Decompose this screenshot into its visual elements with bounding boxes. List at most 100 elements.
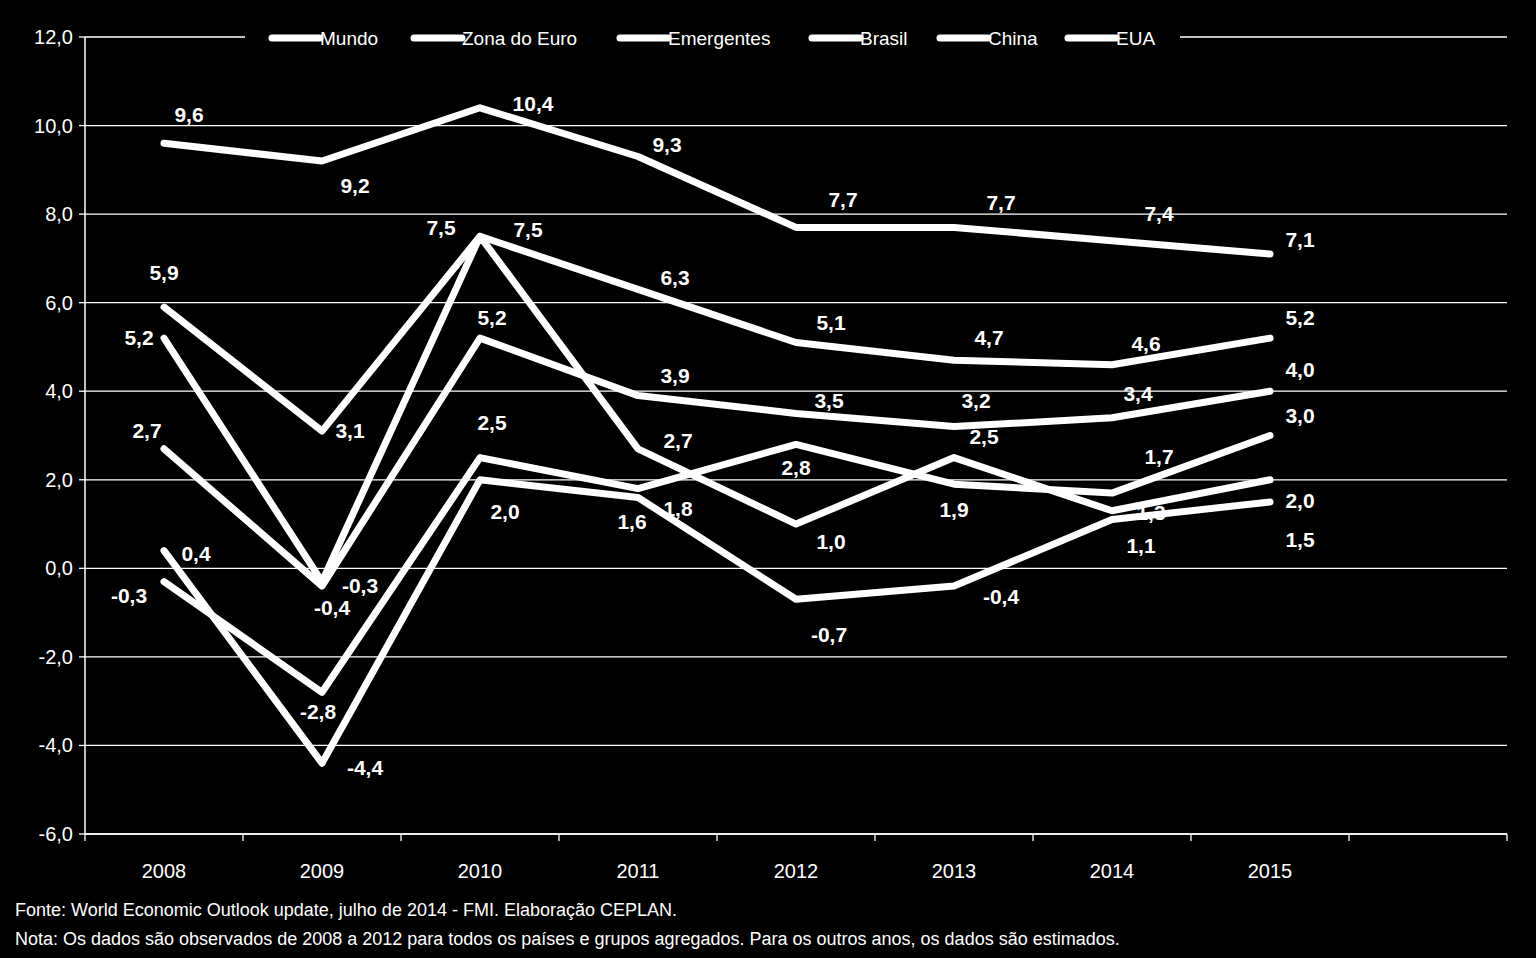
data-label: 0,4 (181, 542, 211, 565)
series-lines (164, 108, 1270, 763)
y-tick-label: -4,0 (39, 734, 73, 756)
data-label: 6,3 (660, 266, 689, 289)
x-tick (84, 834, 85, 841)
legend-label: EUA (1116, 28, 1155, 49)
legend-swatch (620, 35, 668, 42)
data-label: 3,9 (660, 364, 689, 387)
legend-swatch (272, 35, 320, 42)
y-tick (79, 36, 85, 37)
legend-swatch (414, 35, 462, 42)
legend-swatch (940, 35, 988, 42)
series-line (164, 108, 1270, 254)
x-tick (1506, 834, 1507, 841)
grid-line (85, 745, 1507, 746)
x-tick-label: 2015 (1248, 860, 1293, 882)
x-axis (85, 833, 1507, 835)
y-tick (79, 391, 85, 392)
data-label: 2,0 (1285, 489, 1314, 512)
data-label: -0,3 (342, 574, 378, 597)
x-tick (558, 834, 559, 841)
data-label: 3,0 (1285, 404, 1314, 427)
y-tick-label: 10,0 (34, 115, 73, 137)
grid-line (85, 656, 1507, 657)
grid (85, 37, 1507, 834)
y-tick (79, 479, 85, 480)
x-tick (1190, 834, 1191, 841)
data-label: -0,4 (314, 596, 351, 619)
y-tick (79, 833, 85, 834)
grid-line (85, 833, 1507, 834)
data-label: -0,7 (811, 623, 847, 646)
x-tick-label: 2010 (458, 860, 503, 882)
x-tick-label: 2011 (616, 860, 659, 882)
grid-line (85, 391, 1507, 392)
data-label: 7,1 (1285, 228, 1315, 251)
legend-box (245, 24, 1180, 52)
data-label: 4,0 (1285, 358, 1314, 381)
data-label: -0,3 (111, 584, 147, 607)
x-tick (1348, 834, 1349, 841)
data-label: 10,4 (513, 92, 554, 115)
grid-line (85, 302, 1507, 303)
data-label: -4,4 (347, 756, 384, 779)
data-label: 5,1 (816, 311, 846, 334)
data-labels: 2,7-0,45,23,93,53,23,44,00,4-4,42,01,6-0… (111, 92, 1315, 779)
chart: -6,0-4,0-2,00,02,04,06,08,010,012,020082… (0, 0, 1536, 958)
legend-swatch (1068, 35, 1116, 42)
series-line (164, 236, 1270, 431)
data-label: 3,1 (335, 419, 365, 442)
background (0, 0, 1536, 958)
data-label: 4,7 (974, 326, 1003, 349)
data-label: 7,5 (426, 216, 456, 239)
series-line (164, 236, 1270, 581)
x-tick (716, 834, 717, 841)
data-label: 1,5 (1285, 528, 1315, 551)
y-tick-label: 12,0 (34, 26, 73, 48)
y-tick (79, 125, 85, 126)
data-label: 9,3 (652, 133, 681, 156)
data-label: 1,1 (1126, 534, 1156, 557)
series-line (164, 436, 1270, 693)
data-label: 1,8 (663, 497, 693, 520)
data-label: 1,7 (1144, 445, 1173, 468)
data-label: 3,5 (814, 389, 844, 412)
y-tick-label: 2,0 (45, 469, 73, 491)
legend-label: Zona do Euro (462, 28, 577, 49)
data-label: 1,9 (939, 498, 968, 521)
data-label: 1,3 (1136, 501, 1165, 524)
x-tick (242, 834, 243, 841)
y-tick (79, 302, 85, 303)
x-tick-label: 2008 (142, 860, 187, 882)
y-tick-label: 8,0 (45, 203, 73, 225)
data-label: 2,5 (969, 425, 999, 448)
data-label: 2,0 (490, 500, 519, 523)
legend-label: Mundo (320, 28, 378, 49)
y-tick-label: 0,0 (45, 557, 73, 579)
data-label: 2,5 (477, 411, 507, 434)
y-tick-label: -2,0 (39, 646, 73, 668)
data-label: 9,6 (174, 103, 203, 126)
data-label: 1,0 (816, 530, 845, 553)
data-label: 7,7 (828, 188, 857, 211)
legend-label: Emergentes (668, 28, 770, 49)
data-label: 5,9 (149, 261, 178, 284)
data-label: 1,6 (617, 510, 646, 533)
x-tick-label: 2013 (932, 860, 977, 882)
data-label: 3,2 (961, 389, 990, 412)
x-tick (400, 834, 401, 841)
legend-label: Brasil (860, 28, 908, 49)
y-tick (79, 745, 85, 746)
x-tick-label: 2014 (1090, 860, 1135, 882)
data-label: 7,4 (1144, 202, 1174, 225)
y-tick-label: 4,0 (45, 380, 73, 402)
grid-line (85, 213, 1507, 214)
data-label: 7,7 (986, 191, 1015, 214)
y-tick (79, 656, 85, 657)
data-label: 7,5 (513, 218, 543, 241)
y-axis (84, 37, 86, 834)
legend: MundoZona do EuroEmergentesBrasilChinaEU… (245, 24, 1180, 52)
series-line (164, 480, 1270, 763)
y-tick (79, 213, 85, 214)
data-label: 2,8 (781, 456, 811, 479)
y-tick-label: 6,0 (45, 292, 73, 314)
